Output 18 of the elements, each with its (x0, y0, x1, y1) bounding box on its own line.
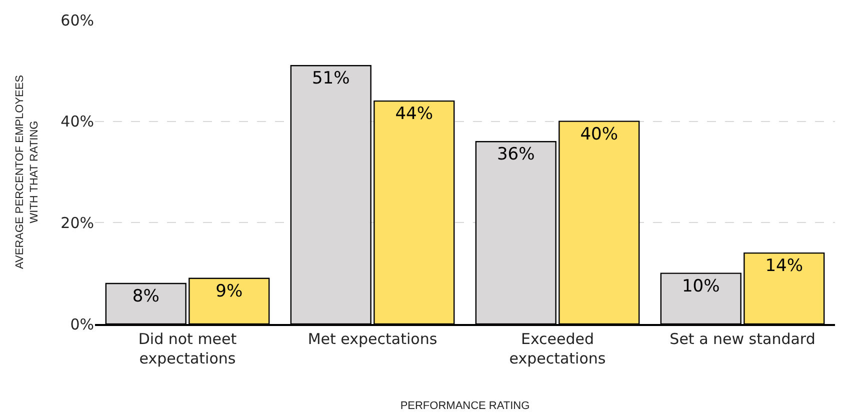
data-label: 51% (312, 68, 350, 89)
y-tick-label: 60% (60, 11, 94, 30)
y-axis-title: AVERAGE PERCENTOF EMPLOYEES WITH THAT RATING (14, 75, 40, 269)
x-tick-label: Set a new standard (670, 330, 816, 348)
data-label: 44% (395, 104, 434, 124)
data-label: 40% (580, 124, 618, 144)
y-tick-label: 20% (60, 214, 94, 232)
data-label: 10% (682, 276, 720, 296)
data-label: 9% (216, 281, 243, 302)
y-tick-label: 0% (70, 315, 94, 334)
x-tick-label: Met expectations (308, 330, 438, 348)
x-tick-label: Exceeded expectations (509, 330, 606, 368)
data-label: 8% (132, 286, 160, 306)
data-label: 14% (765, 256, 804, 276)
y-tick-label: 40% (60, 112, 94, 131)
x-tick-label: Did not meet expectations (138, 330, 237, 368)
x-axis-title: PERFORMANCE RATING (400, 400, 530, 412)
data-label: 36% (496, 144, 535, 165)
